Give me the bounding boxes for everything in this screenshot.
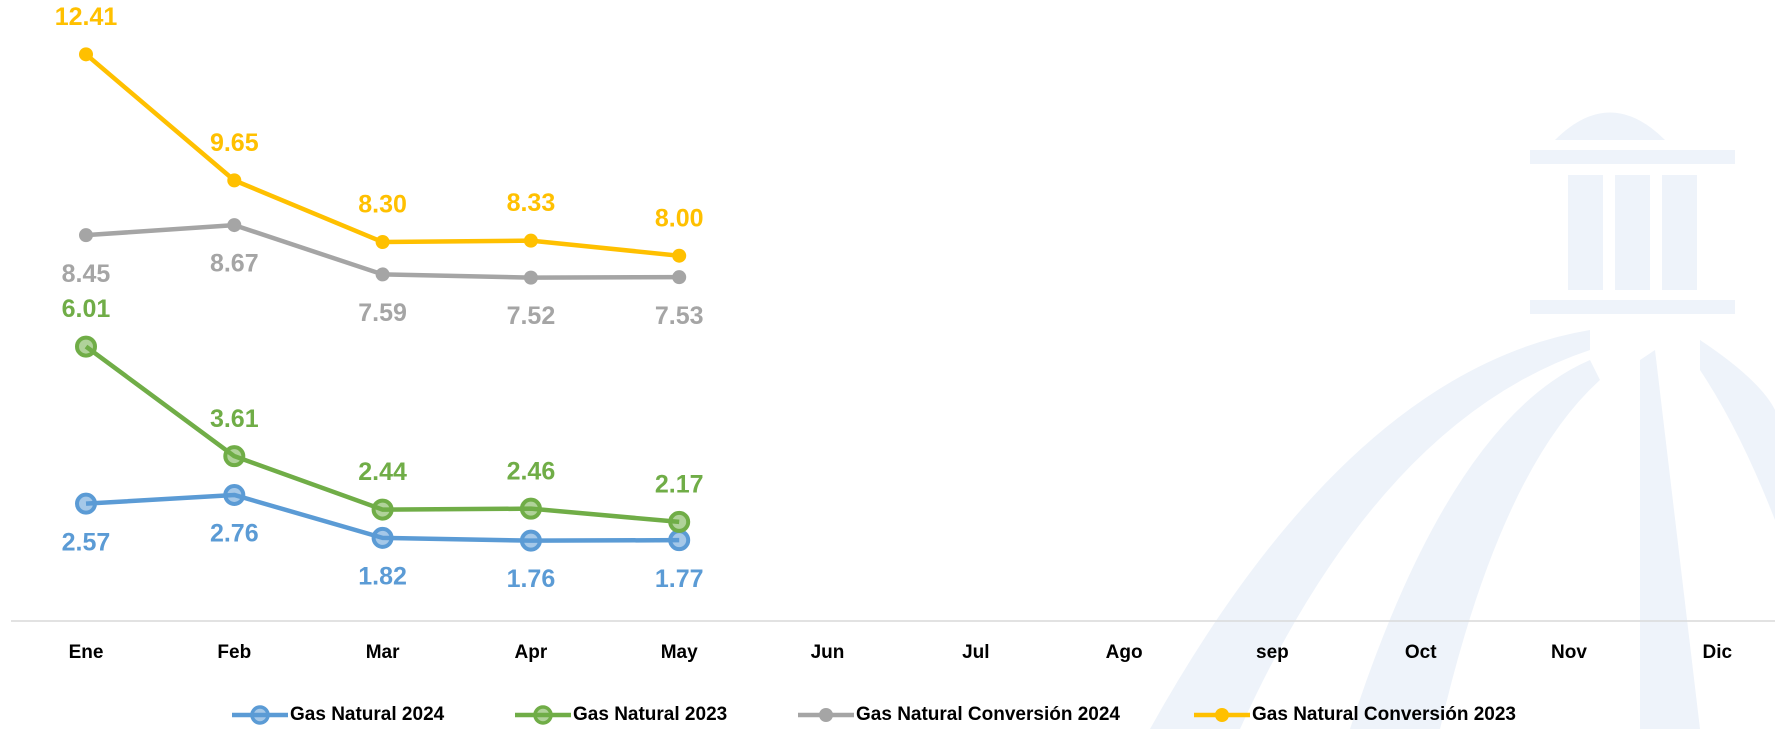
data-label: 2.76 <box>210 520 259 548</box>
data-label: 12.41 <box>55 3 118 31</box>
series-line <box>84 344 680 525</box>
data-label: 9.65 <box>210 129 259 157</box>
data-label: 7.53 <box>655 302 704 330</box>
point-marker <box>223 445 246 468</box>
point-marker <box>519 529 542 552</box>
legend-label: Gas Natural 2024 <box>290 704 445 725</box>
data-label: 7.59 <box>358 299 407 327</box>
point-marker <box>375 267 390 282</box>
data-label: 2.46 <box>507 457 556 485</box>
legend-label: Gas Natural 2023 <box>573 704 727 725</box>
x-tick-label: Oct <box>1405 642 1437 663</box>
x-tick-label: Jun <box>811 642 845 663</box>
point-marker <box>668 529 691 552</box>
data-label: 1.76 <box>507 565 556 593</box>
legend-marker <box>819 708 833 722</box>
point-marker <box>79 228 93 243</box>
legend-label: Gas Natural Conversión 2023 <box>1252 704 1516 725</box>
point-marker <box>371 526 394 549</box>
point-marker <box>371 498 394 521</box>
data-label: 6.01 <box>62 295 111 323</box>
data-label: 2.44 <box>358 458 407 486</box>
data-label: 7.52 <box>507 302 556 330</box>
x-tick-label: Ago <box>1106 642 1143 663</box>
point-marker <box>223 483 246 506</box>
data-label: 2.57 <box>62 528 111 556</box>
point-marker <box>672 270 687 285</box>
x-tick-label: Mar <box>366 642 400 663</box>
x-tick-label: Ene <box>69 642 104 663</box>
point-marker <box>75 335 97 358</box>
x-tick-label: Feb <box>217 642 251 663</box>
point-marker <box>523 270 538 285</box>
x-tick-label: sep <box>1256 642 1289 663</box>
x-tick-label: Apr <box>515 642 548 663</box>
data-label: 8.45 <box>62 260 111 288</box>
x-tick-label: Nov <box>1551 642 1587 663</box>
point-marker <box>227 173 242 188</box>
legend-marker <box>533 705 553 725</box>
data-label: 1.82 <box>358 563 407 591</box>
legend-marker <box>250 705 270 725</box>
point-marker <box>375 235 390 250</box>
point-marker <box>519 497 542 520</box>
point-marker <box>523 233 538 248</box>
watermark <box>1150 112 1775 729</box>
x-tick-label: May <box>661 642 698 663</box>
data-label: 8.00 <box>655 204 704 232</box>
data-label: 2.17 <box>655 471 704 499</box>
data-label: 3.61 <box>210 405 259 433</box>
data-label: 1.77 <box>655 565 704 593</box>
series-line <box>84 52 680 258</box>
x-tick-label: Dic <box>1703 642 1733 663</box>
x-tick-label: Jul <box>962 642 989 663</box>
data-label: 8.30 <box>358 191 407 219</box>
point-marker <box>79 47 93 62</box>
point-marker <box>227 218 242 233</box>
point-marker <box>668 510 691 533</box>
point-marker <box>75 492 97 515</box>
point-marker <box>672 248 687 263</box>
legend-label: Gas Natural Conversión 2024 <box>856 704 1120 725</box>
data-label: 8.67 <box>210 250 259 278</box>
legend-marker <box>1215 708 1229 722</box>
data-label: 8.33 <box>507 189 556 217</box>
